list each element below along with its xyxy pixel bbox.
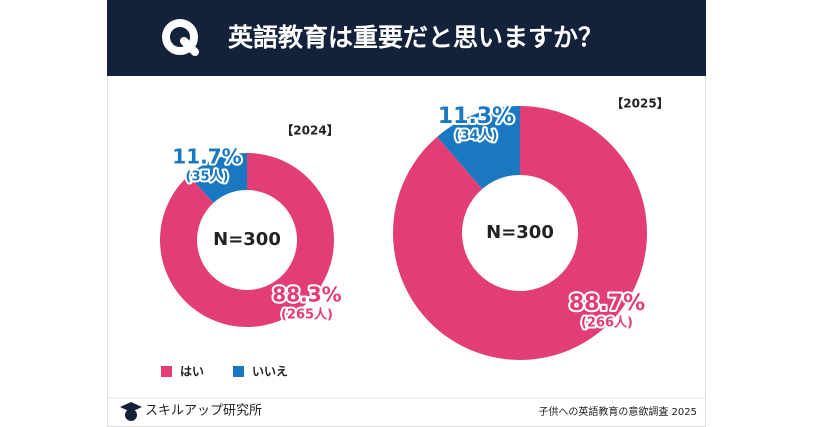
header-title: 英語教育は重要だと思いますか？ [228,23,603,52]
chart-subtitle: 【2024】 [281,123,338,138]
legend-label: いいえ [252,365,288,379]
donut-segment [188,153,247,203]
value-label: 11.7% [172,145,241,169]
value-label: 88.7% [569,291,645,316]
count-label: (34人) [455,128,498,144]
donut-segment [392,106,647,360]
donut-segment [437,106,520,190]
legend-swatch [233,366,244,377]
value-label: 88.3% [272,283,341,307]
header-band [107,0,706,76]
donut-segment [160,153,335,328]
center-label: N=300 [486,222,554,243]
value-label: 11.3% [438,104,514,129]
footer-brand: スキルアップ研究所 [145,404,262,419]
brand-icon [120,402,142,421]
count-label: (266人) [581,315,633,331]
footer-source: 子供への英語教育の意欲調査 2025 [538,405,697,418]
center-label: N=300 [213,229,281,250]
legend-swatch [161,366,172,377]
q-icon [162,19,199,56]
legend-label: はい [180,365,204,379]
chart-subtitle: 【2025】 [611,96,668,111]
count-label: (265人) [281,307,333,323]
count-label: (35人) [186,169,229,185]
